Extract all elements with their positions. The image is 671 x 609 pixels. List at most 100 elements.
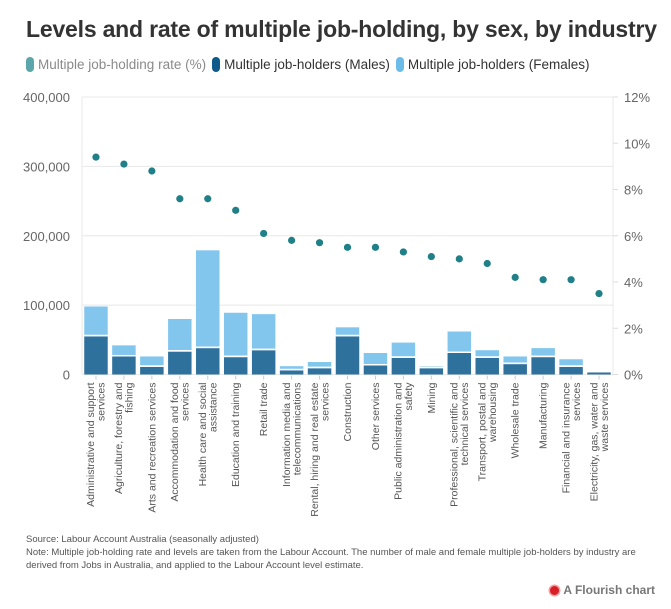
rate-dot — [92, 153, 100, 161]
bar-females — [84, 306, 108, 335]
x-category-label: Education and training — [230, 382, 242, 487]
bar-males — [84, 336, 108, 375]
legend-label-females: Multiple job-holders (Females) — [407, 57, 590, 72]
flourish-label: A Flourish chart — [563, 583, 655, 597]
source-text: Source: Labour Account Australia (season… — [26, 534, 259, 545]
legend-swatch-females — [395, 57, 404, 72]
x-category-label-line: Accommodation and food — [169, 382, 181, 501]
rate-dots — [92, 153, 603, 298]
rate-dot — [120, 160, 128, 168]
bar-females — [363, 352, 388, 364]
y-right-tick-label: 6% — [624, 229, 643, 244]
bar-females — [140, 356, 164, 366]
x-category-label-line: assistance — [208, 382, 220, 432]
y-left-tick-label: 300,000 — [23, 159, 70, 174]
rate-dot — [204, 195, 212, 203]
y-right-tick-label: 2% — [624, 321, 643, 336]
x-category-label-line: Construction — [342, 382, 354, 441]
x-category-label-line: Information media and — [281, 382, 293, 487]
footer: Source: Labour Account Australia (season… — [26, 533, 646, 572]
y-axis-right: 0% 2% 4% 6% 8% 10% 12% — [613, 90, 650, 383]
y-right-tick-label: 10% — [624, 136, 650, 151]
x-category-label-line: waste services — [599, 383, 611, 453]
x-category-label-line: Wholesale trade — [510, 382, 522, 458]
x-category-label-line: Education and training — [230, 382, 242, 487]
rate-dot — [288, 236, 296, 244]
y-left-tick-label: 0 — [63, 368, 70, 383]
x-category-label-line: Arts and recreation services — [146, 383, 158, 513]
flourish-logo-icon — [550, 585, 560, 595]
y-right-tick-label: 0% — [624, 368, 643, 383]
bar-females — [419, 366, 444, 367]
bar-males — [196, 348, 220, 375]
rate-dot — [399, 248, 407, 256]
x-category-label-line: Retail trade — [258, 382, 270, 436]
bar-males — [419, 368, 444, 375]
bar-males — [140, 366, 164, 375]
legend-swatch-rate — [26, 57, 34, 72]
bar-females — [559, 359, 583, 366]
bar-males — [531, 357, 555, 375]
y-left-tick-label: 100,000 — [23, 298, 70, 313]
y-right-tick-label: 4% — [624, 275, 643, 290]
bar-females — [447, 331, 472, 352]
note-text: Note: Multiple job-holding rate and leve… — [26, 547, 636, 571]
bar-females — [391, 342, 416, 357]
legend-item-males[interactable]: Multiple job-holders (Males) — [212, 57, 390, 72]
bar-males — [307, 368, 332, 375]
legend-item-females[interactable]: Multiple job-holders (Females) — [395, 57, 590, 72]
bar-males — [279, 370, 304, 375]
x-category-label-line: Mining — [426, 382, 438, 413]
bar-females — [475, 350, 499, 357]
rate-dot — [539, 276, 547, 284]
x-category-label-line: technical services — [459, 383, 471, 466]
x-category-label: Mining — [426, 382, 438, 413]
bar-females — [168, 319, 192, 351]
x-category-label-line: services — [319, 383, 331, 422]
bar-females — [307, 362, 332, 367]
x-category-label-line: Public administration and — [393, 382, 405, 499]
bar-males — [335, 336, 360, 375]
bar-females — [503, 356, 527, 363]
bar-males — [363, 365, 388, 375]
rate-dot — [343, 243, 352, 251]
x-category-label: Other services — [370, 383, 382, 451]
x-category-label-line: Agriculture, forestry and — [113, 382, 125, 494]
rate-dot — [232, 206, 240, 214]
bar-males — [503, 364, 527, 375]
bar-males — [447, 352, 472, 375]
bar-females — [279, 366, 304, 369]
rate-dot — [371, 243, 380, 251]
x-category-label-line: Administrative and support — [85, 382, 97, 506]
x-category-label-line: services — [180, 383, 192, 422]
bar-females — [531, 348, 555, 356]
y-right-tick-label: 12% — [624, 90, 650, 105]
chart-title: Levels and rate of multiple job-holding,… — [26, 16, 657, 42]
bar-males — [168, 351, 192, 375]
y-axis-left: 0 100,000 200,000 300,000 400,000 — [23, 90, 70, 383]
x-category-label-line: Transport, postal and — [476, 382, 488, 481]
x-category-label-line: telecommunications — [291, 383, 303, 476]
x-category-label-line: Manufacturing — [538, 382, 550, 449]
x-category-label-line: Health care and social — [197, 383, 209, 487]
flourish-branding[interactable]: A Flourish chart — [550, 583, 655, 597]
y-right-tick-label: 8% — [624, 183, 643, 198]
bar-males — [391, 357, 416, 375]
x-category-label-line: Professional, scientific and — [449, 382, 461, 506]
bar-males — [223, 357, 248, 375]
x-category-label-line: services — [571, 383, 583, 422]
x-category-label-line: Electricity, gas, water and — [588, 382, 600, 501]
rate-dot — [315, 239, 324, 247]
legend-item-rate[interactable]: Multiple job-holding rate (%) — [26, 57, 206, 72]
rate-dot — [427, 252, 435, 261]
x-category-label-line: services — [96, 383, 108, 422]
